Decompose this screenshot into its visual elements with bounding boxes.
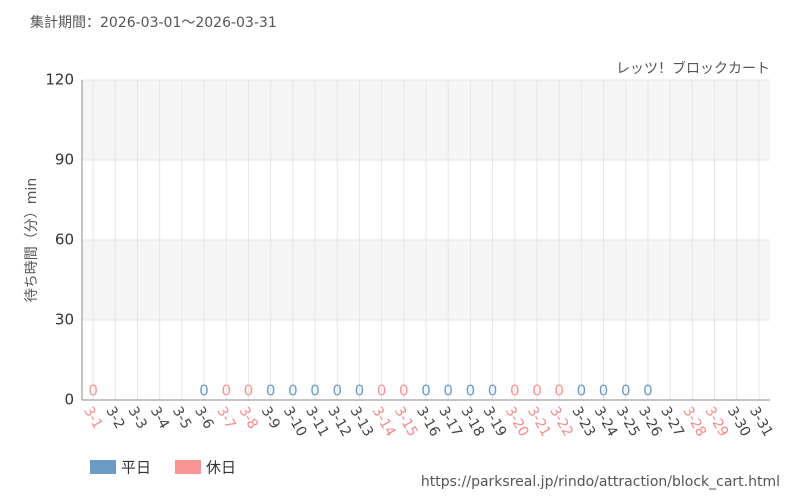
data-label: 0 xyxy=(399,382,409,400)
data-label: 0 xyxy=(643,382,653,400)
y-tick-label: 60 xyxy=(55,231,74,249)
chart-title: 集計期間：2026-03-01～2026-03-31 xyxy=(30,14,277,31)
source-url: https://parksreal.jp/rindo/attraction/bl… xyxy=(421,474,780,490)
data-label: 0 xyxy=(510,382,520,400)
y-tick-label: 90 xyxy=(55,151,74,169)
data-label: 0 xyxy=(199,382,209,400)
data-label: 0 xyxy=(310,382,320,400)
x-tick-label: 3-4 xyxy=(147,404,172,432)
y-axis-label: 待ち時間（分）min xyxy=(24,178,40,302)
x-tick-label: 3-2 xyxy=(102,404,127,432)
x-tick-label: 3-3 xyxy=(125,404,150,432)
x-tick-label: 3-7 xyxy=(213,404,238,432)
y-tick-label: 0 xyxy=(64,391,74,409)
data-label: 0 xyxy=(621,382,631,400)
data-label: 0 xyxy=(532,382,542,400)
data-label: 0 xyxy=(288,382,298,400)
chart-subtitle: レッツ！ブロックカート xyxy=(616,60,770,77)
data-label: 0 xyxy=(554,382,564,400)
data-label: 0 xyxy=(443,382,453,400)
data-label: 0 xyxy=(421,382,431,400)
data-label: 0 xyxy=(599,382,609,400)
legend-label: 休日 xyxy=(206,459,236,477)
y-tick-label: 30 xyxy=(55,311,74,329)
y-tick-label: 120 xyxy=(45,71,74,89)
x-tick-label: 3-6 xyxy=(191,404,216,432)
data-label: 0 xyxy=(488,382,498,400)
legend-swatch xyxy=(175,460,201,474)
x-tick-label: 3-5 xyxy=(169,404,194,432)
legend-swatch xyxy=(90,460,116,474)
legend-label: 平日 xyxy=(121,459,151,477)
data-label: 0 xyxy=(221,382,231,400)
x-tick-label: 3-9 xyxy=(258,404,283,432)
x-tick-label: 3-1 xyxy=(80,404,105,432)
x-tick-label: 3-8 xyxy=(236,404,261,432)
data-label: 0 xyxy=(466,382,476,400)
data-label: 0 xyxy=(266,382,276,400)
data-label: 0 xyxy=(332,382,342,400)
data-label: 0 xyxy=(377,382,387,400)
data-label: 0 xyxy=(355,382,365,400)
x-tick-label: 3-31 xyxy=(746,404,776,440)
data-label: 0 xyxy=(88,382,98,400)
data-label: 0 xyxy=(577,382,587,400)
data-label: 0 xyxy=(244,382,254,400)
